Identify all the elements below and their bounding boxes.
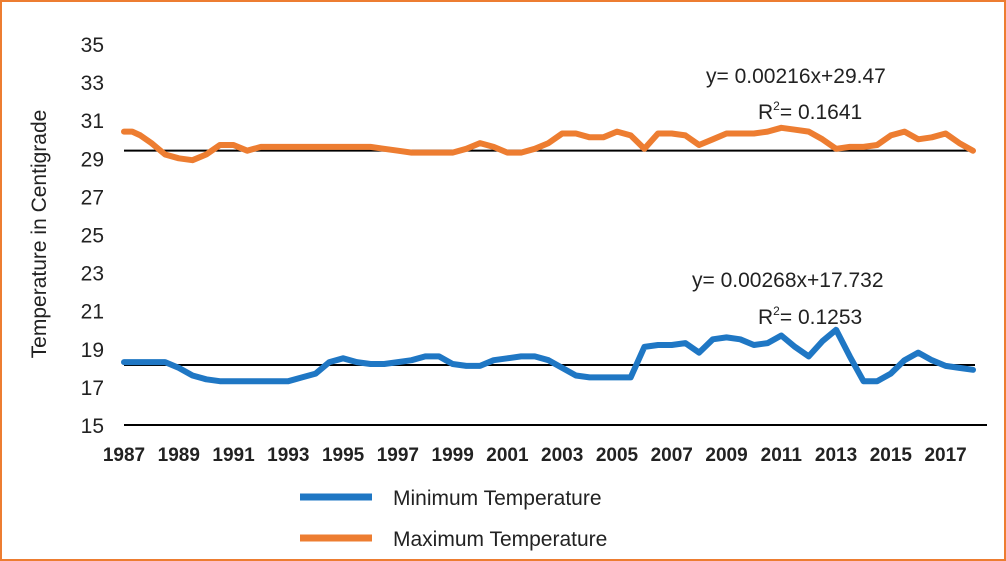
min-trend-equation: y= 0.00268x+17.732 xyxy=(692,269,884,292)
x-tick-label: 2015 xyxy=(870,445,913,466)
max-trend-annotation: y= 0.00216x+29.47 R2= 0.1641 xyxy=(706,65,886,124)
min-trend-r2: R2= 0.1253 xyxy=(758,304,862,329)
y-tick-label: 17 xyxy=(81,377,104,400)
minimum-temperature-line xyxy=(121,326,976,385)
legend-label-min: Minimum Temperature xyxy=(393,487,602,510)
y-tick-labels: 35 33 31 29 27 25 23 21 19 17 15 xyxy=(81,34,104,438)
y-tick-label: 25 xyxy=(81,225,104,248)
y-tick-label: 23 xyxy=(81,263,104,286)
x-tick-label: 2011 xyxy=(761,445,803,466)
max-trend-equation: y= 0.00216x+29.47 xyxy=(706,65,886,88)
y-tick-label: 29 xyxy=(81,148,104,171)
y-tick-label: 21 xyxy=(81,301,104,324)
x-tick-label: 2009 xyxy=(705,445,747,466)
x-tick-labels: 1987 1989 1991 1993 1995 1997 1999 2001 2003 2005… xyxy=(103,445,967,466)
series-lines xyxy=(121,124,976,385)
y-tick-label: 31 xyxy=(81,110,104,133)
x-tick-label: 1997 xyxy=(377,445,419,466)
x-tick-label: 2003 xyxy=(541,445,583,466)
y-tick-label: 15 xyxy=(81,415,104,438)
y-tick-label: 35 xyxy=(81,34,104,57)
maximum-temperature-line xyxy=(121,124,976,164)
x-tick-label: 2007 xyxy=(651,445,693,466)
x-tick-label: 2001 xyxy=(486,445,529,466)
y-tick-label: 19 xyxy=(81,339,104,362)
x-tick-label: 1991 xyxy=(212,445,255,466)
max-trend-r2: R2= 0.1641 xyxy=(758,99,862,124)
x-tick-label: 1989 xyxy=(158,445,200,466)
legend-label-max: Maximum Temperature xyxy=(393,528,607,551)
legend: Minimum Temperature Maximum Temperature xyxy=(300,487,607,551)
x-tick-label: 2013 xyxy=(815,445,857,466)
x-tick-label: 1993 xyxy=(267,445,309,466)
x-tick-label: 1987 xyxy=(103,445,145,466)
x-tick-label: 2005 xyxy=(596,445,639,466)
min-trend-annotation: y= 0.00268x+17.732 R2= 0.1253 xyxy=(692,269,884,329)
x-tick-label: 1999 xyxy=(432,445,474,466)
x-tick-label: 2017 xyxy=(924,445,966,466)
y-tick-label: 27 xyxy=(81,186,104,209)
y-axis-label: Temperature in Centigrade xyxy=(28,110,51,359)
y-tick-label: 33 xyxy=(81,72,104,95)
x-tick-label: 1995 xyxy=(322,445,365,466)
trend-lines xyxy=(124,149,975,366)
